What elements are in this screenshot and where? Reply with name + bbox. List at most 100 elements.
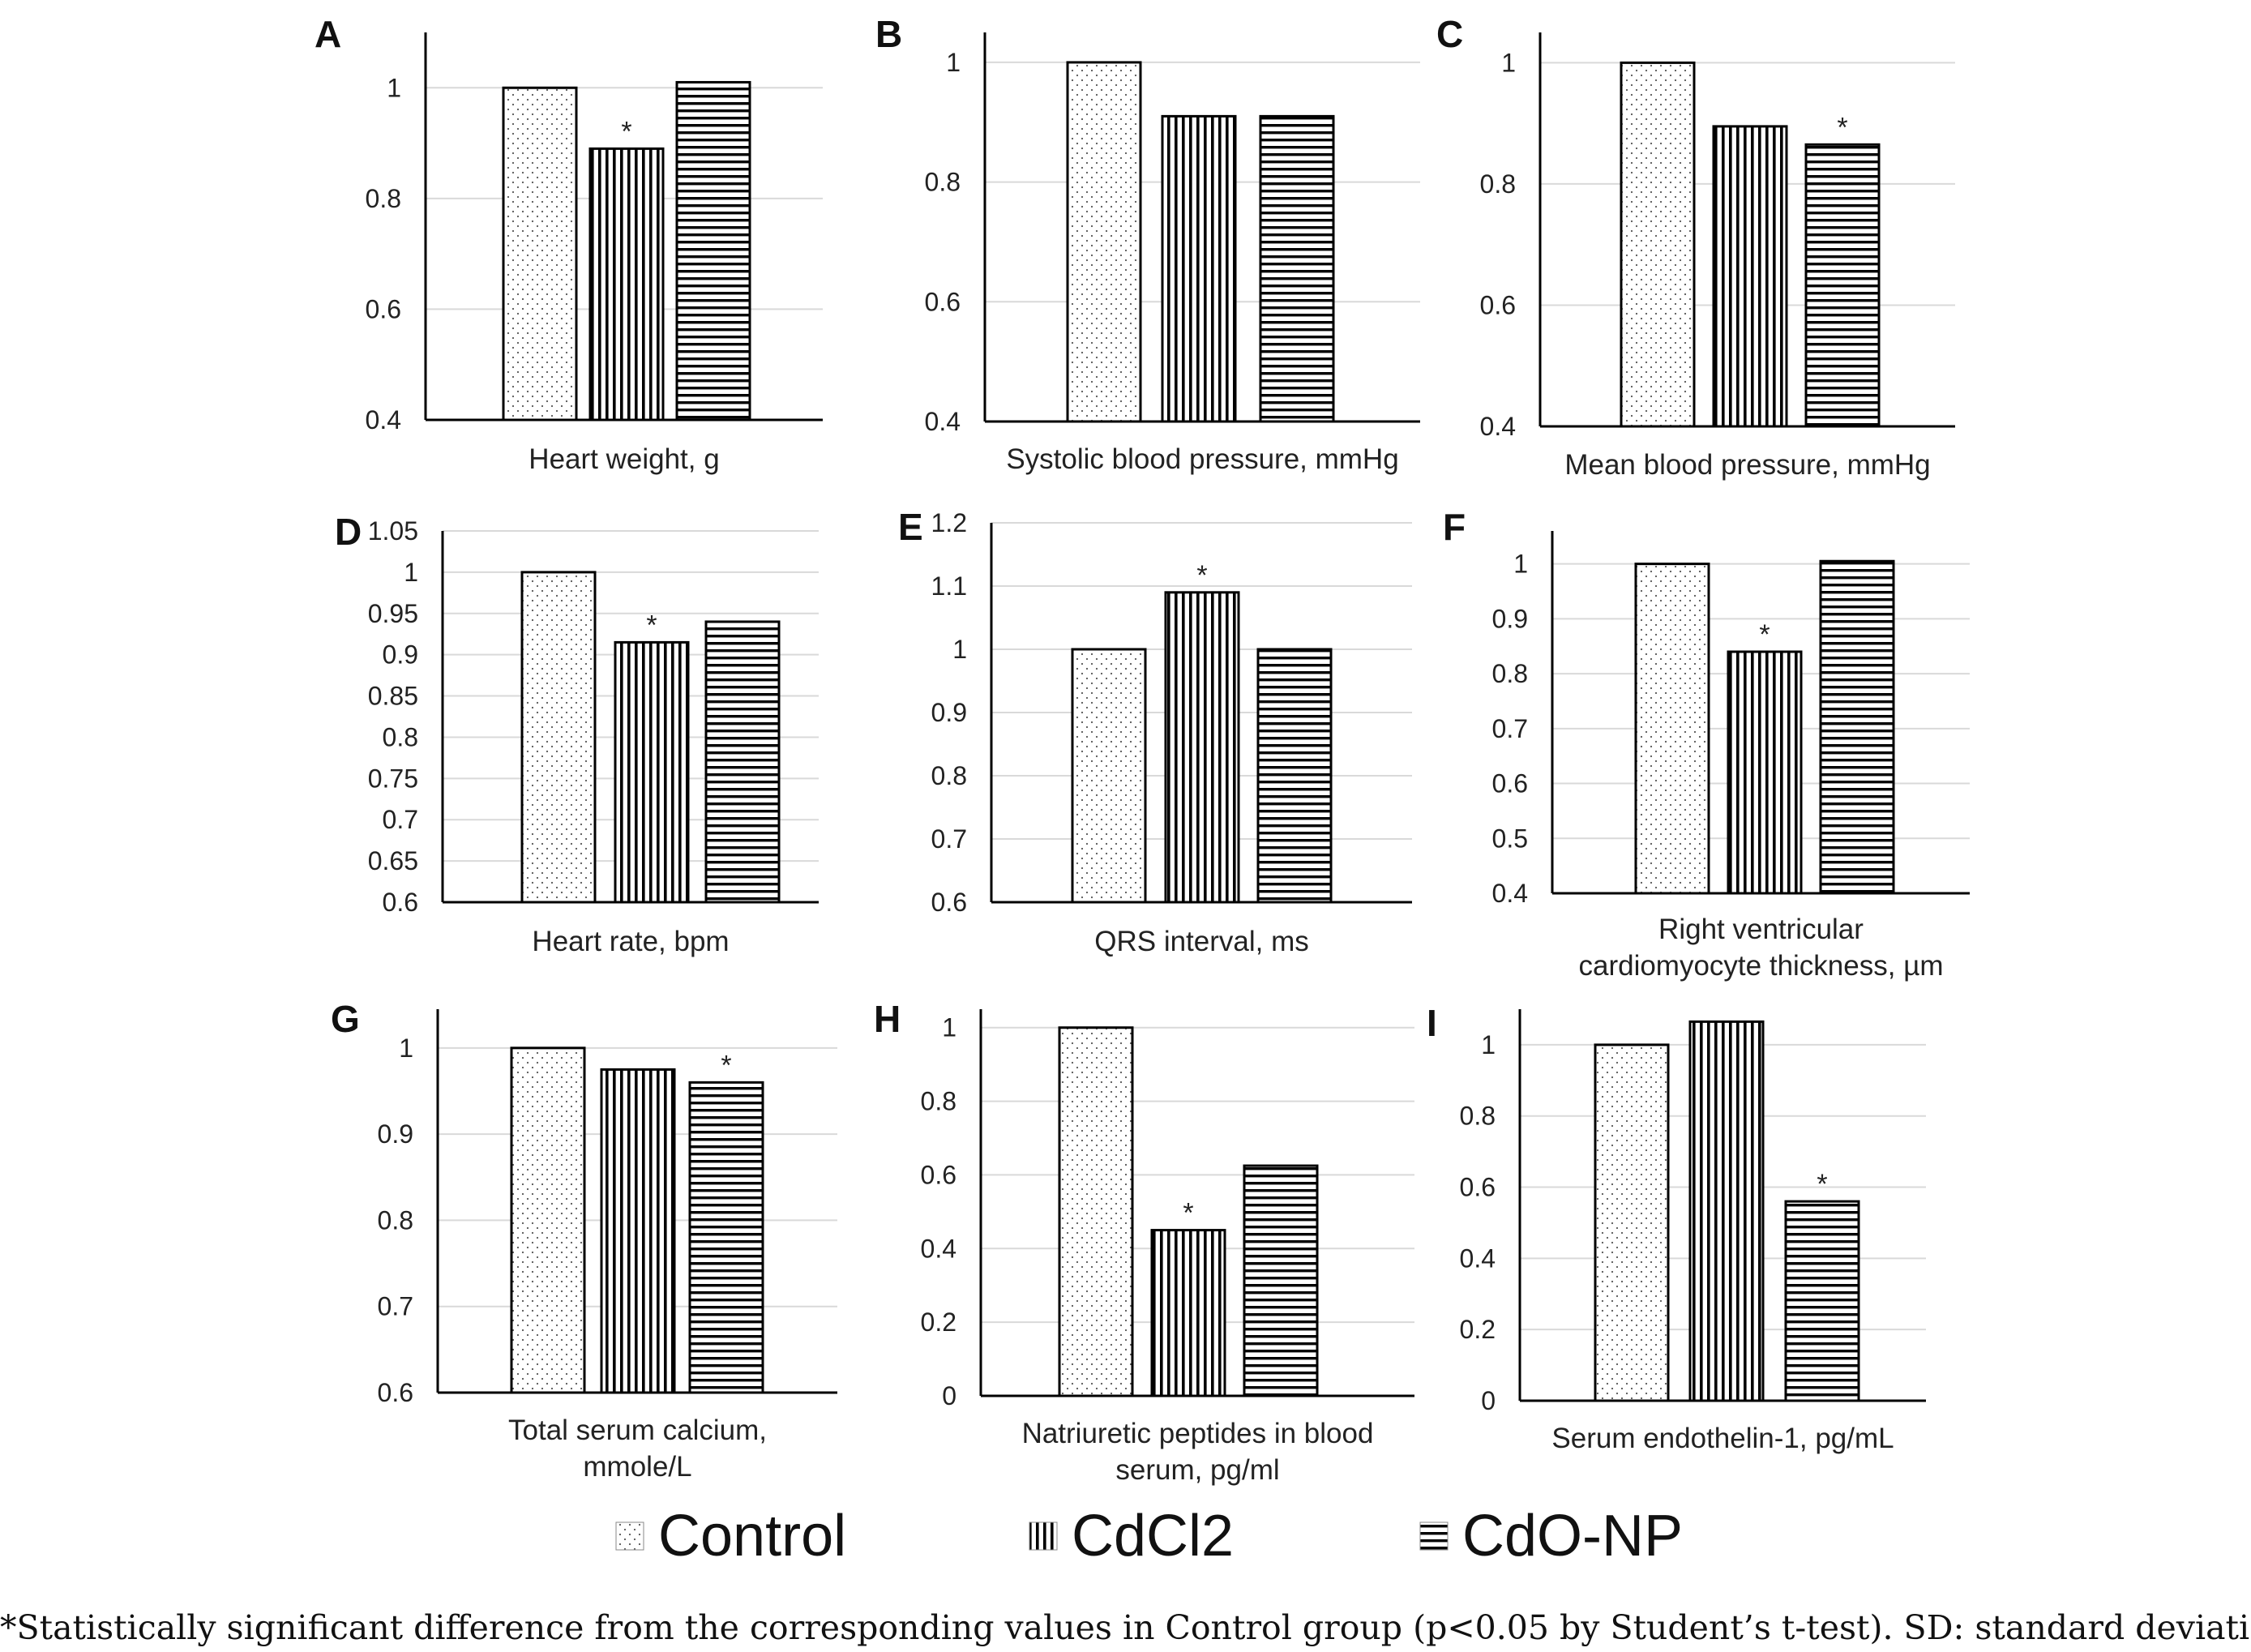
y-tick-label: 1.2 xyxy=(931,508,967,537)
chart-panel-b: 0.4 0.6 0.8 1 B Systolic blood pressure, mmHg xyxy=(875,13,1420,475)
y-tick-label: 0 xyxy=(1481,1386,1496,1415)
y-tick-label: 0.6 xyxy=(931,888,967,917)
legend-item-cdo-np: CdO-NP xyxy=(1419,1504,1683,1569)
y-tick-label: 0.6 xyxy=(383,888,418,917)
y-tick-label: 1 xyxy=(1501,48,1516,77)
y-tick-label: 0.5 xyxy=(1492,824,1528,853)
chart-panels: 0.4 0.6 0.8 1 * A Heart weight, g 0.4 0.6 0.8 1 B Sy… xyxy=(315,13,1970,1486)
y-tick-label: 0.7 xyxy=(931,824,967,854)
y-tick-label: 0.2 xyxy=(921,1307,956,1337)
y-tick-label: 1.1 xyxy=(931,571,967,601)
bar-cdo-np xyxy=(1259,114,1335,423)
significance-marker: * xyxy=(1759,619,1770,650)
y-tick-label: 1 xyxy=(387,73,401,102)
bar-cdo-np xyxy=(688,1081,764,1394)
chart-panel-a: 0.4 0.6 0.8 1 * A Heart weight, g xyxy=(315,13,823,475)
significance-marker: * xyxy=(1837,112,1847,143)
y-tick-label: 0.6 xyxy=(921,1160,956,1189)
y-tick-label: 0 xyxy=(942,1381,956,1410)
legend-label: Control xyxy=(658,1504,846,1569)
bar-cdcl2 xyxy=(1727,650,1803,895)
legend-item-control: Control xyxy=(615,1504,846,1569)
significance-marker: * xyxy=(646,610,657,640)
y-tick-label: 0.6 xyxy=(1492,769,1528,798)
y-tick-label: 0.8 xyxy=(1492,659,1528,688)
y-tick-label: 0.7 xyxy=(378,1292,413,1321)
bar-cdcl2 xyxy=(588,147,665,422)
chart-panel-c: 0.4 0.6 0.8 1 * C Mean blood pressure, mmHg xyxy=(1436,13,1955,481)
x-axis-label: cardiomyocyte thickness, µm xyxy=(1578,950,1943,982)
y-tick-label: 0.6 xyxy=(925,287,961,316)
bar-cdo-np xyxy=(675,80,751,422)
x-axis-label: Heart rate, bpm xyxy=(532,926,729,957)
x-axis-label: Natriuretic peptides in blood xyxy=(1022,1418,1374,1449)
legend-label: CdCl2 xyxy=(1072,1504,1234,1569)
x-axis-label: serum, pg/ml xyxy=(1115,1454,1279,1486)
y-tick-label: 0.75 xyxy=(368,764,418,793)
y-tick-label: 0.2 xyxy=(1460,1315,1496,1344)
significance-marker: * xyxy=(1183,1198,1193,1229)
bar-control xyxy=(1071,648,1147,904)
y-tick-label: 0.85 xyxy=(368,682,418,711)
bar-cdo-np xyxy=(1256,648,1333,904)
y-tick-label: 0.8 xyxy=(925,168,961,197)
panel-letter: F xyxy=(1443,506,1466,548)
y-tick-label: 0.4 xyxy=(1492,879,1528,908)
y-tick-label: 0.95 xyxy=(368,599,418,628)
panel-letter: G xyxy=(331,998,360,1040)
x-axis-label: mmole/L xyxy=(583,1451,691,1483)
y-tick-label: 0.8 xyxy=(1460,1102,1496,1131)
legend-swatch xyxy=(615,1521,644,1551)
bar-cdcl2 xyxy=(1712,125,1788,428)
y-tick-label: 1 xyxy=(1513,550,1528,579)
y-tick-label: 1 xyxy=(942,1013,956,1042)
bar-cdo-np xyxy=(704,620,781,904)
legend-swatch xyxy=(1419,1521,1449,1551)
x-axis-label: Right ventricular xyxy=(1658,914,1864,945)
y-tick-label: 0.8 xyxy=(921,1087,956,1116)
y-tick-label: 0.4 xyxy=(1460,1243,1496,1273)
bar-control xyxy=(520,571,597,904)
legend-label: CdO-NP xyxy=(1462,1504,1683,1569)
chart-panel-d: 0.6 0.65 0.7 0.75 0.8 0.85 0.9 0.95 1 1.05 * D Heart… xyxy=(335,511,819,957)
x-axis-label: Systolic blood pressure, mmHg xyxy=(1006,443,1398,475)
bar-cdo-np xyxy=(1243,1164,1319,1397)
panel-letter: E xyxy=(898,506,923,548)
panel-letter: D xyxy=(335,511,362,553)
x-axis-label: Mean blood pressure, mmHg xyxy=(1564,449,1930,481)
figure-footnote: *Statistically significant difference fr… xyxy=(0,1608,2251,1647)
x-axis-label: QRS interval, ms xyxy=(1094,926,1309,957)
panel-letter: H xyxy=(874,998,901,1040)
legend: Control CdCl2 CdO-NP xyxy=(615,1504,1683,1569)
bar-cdo-np xyxy=(1784,1200,1860,1402)
y-tick-label: 0.8 xyxy=(366,184,401,213)
bar-control xyxy=(1634,563,1710,895)
y-tick-label: 0.4 xyxy=(366,405,401,434)
y-tick-label: 0.8 xyxy=(378,1205,413,1235)
y-tick-label: 0.9 xyxy=(378,1119,413,1149)
y-tick-label: 1 xyxy=(1481,1030,1496,1059)
chart-panel-g: 0.6 0.7 0.8 0.9 1 * G Total serum calcium, mmole… xyxy=(331,998,837,1483)
bar-cdcl2 xyxy=(1161,114,1237,423)
y-tick-label: 0.4 xyxy=(921,1234,956,1263)
chart-panel-h: 0 0.2 0.4 0.6 0.8 1 * H Natriuretic peptides in … xyxy=(874,998,1414,1486)
bar-control xyxy=(502,86,578,422)
bar-control xyxy=(1594,1043,1670,1402)
bar-control xyxy=(510,1046,586,1394)
bar-cdcl2 xyxy=(614,640,690,904)
y-tick-label: 0.7 xyxy=(383,805,418,834)
panel-letter: B xyxy=(875,13,902,55)
bar-control xyxy=(1620,61,1696,428)
y-tick-label: 0.8 xyxy=(1480,169,1516,199)
legend-swatch xyxy=(1029,1521,1058,1551)
y-tick-label: 1 xyxy=(946,48,961,77)
y-tick-label: 0.9 xyxy=(931,698,967,727)
bar-cdcl2 xyxy=(1688,1020,1765,1402)
bar-control xyxy=(1058,1026,1134,1397)
y-tick-label: 0.8 xyxy=(383,722,418,751)
y-tick-label: 0.7 xyxy=(1492,714,1528,743)
y-tick-label: 0.6 xyxy=(366,294,401,323)
y-tick-label: 0.4 xyxy=(1480,412,1516,441)
y-tick-label: 0.6 xyxy=(378,1378,413,1407)
